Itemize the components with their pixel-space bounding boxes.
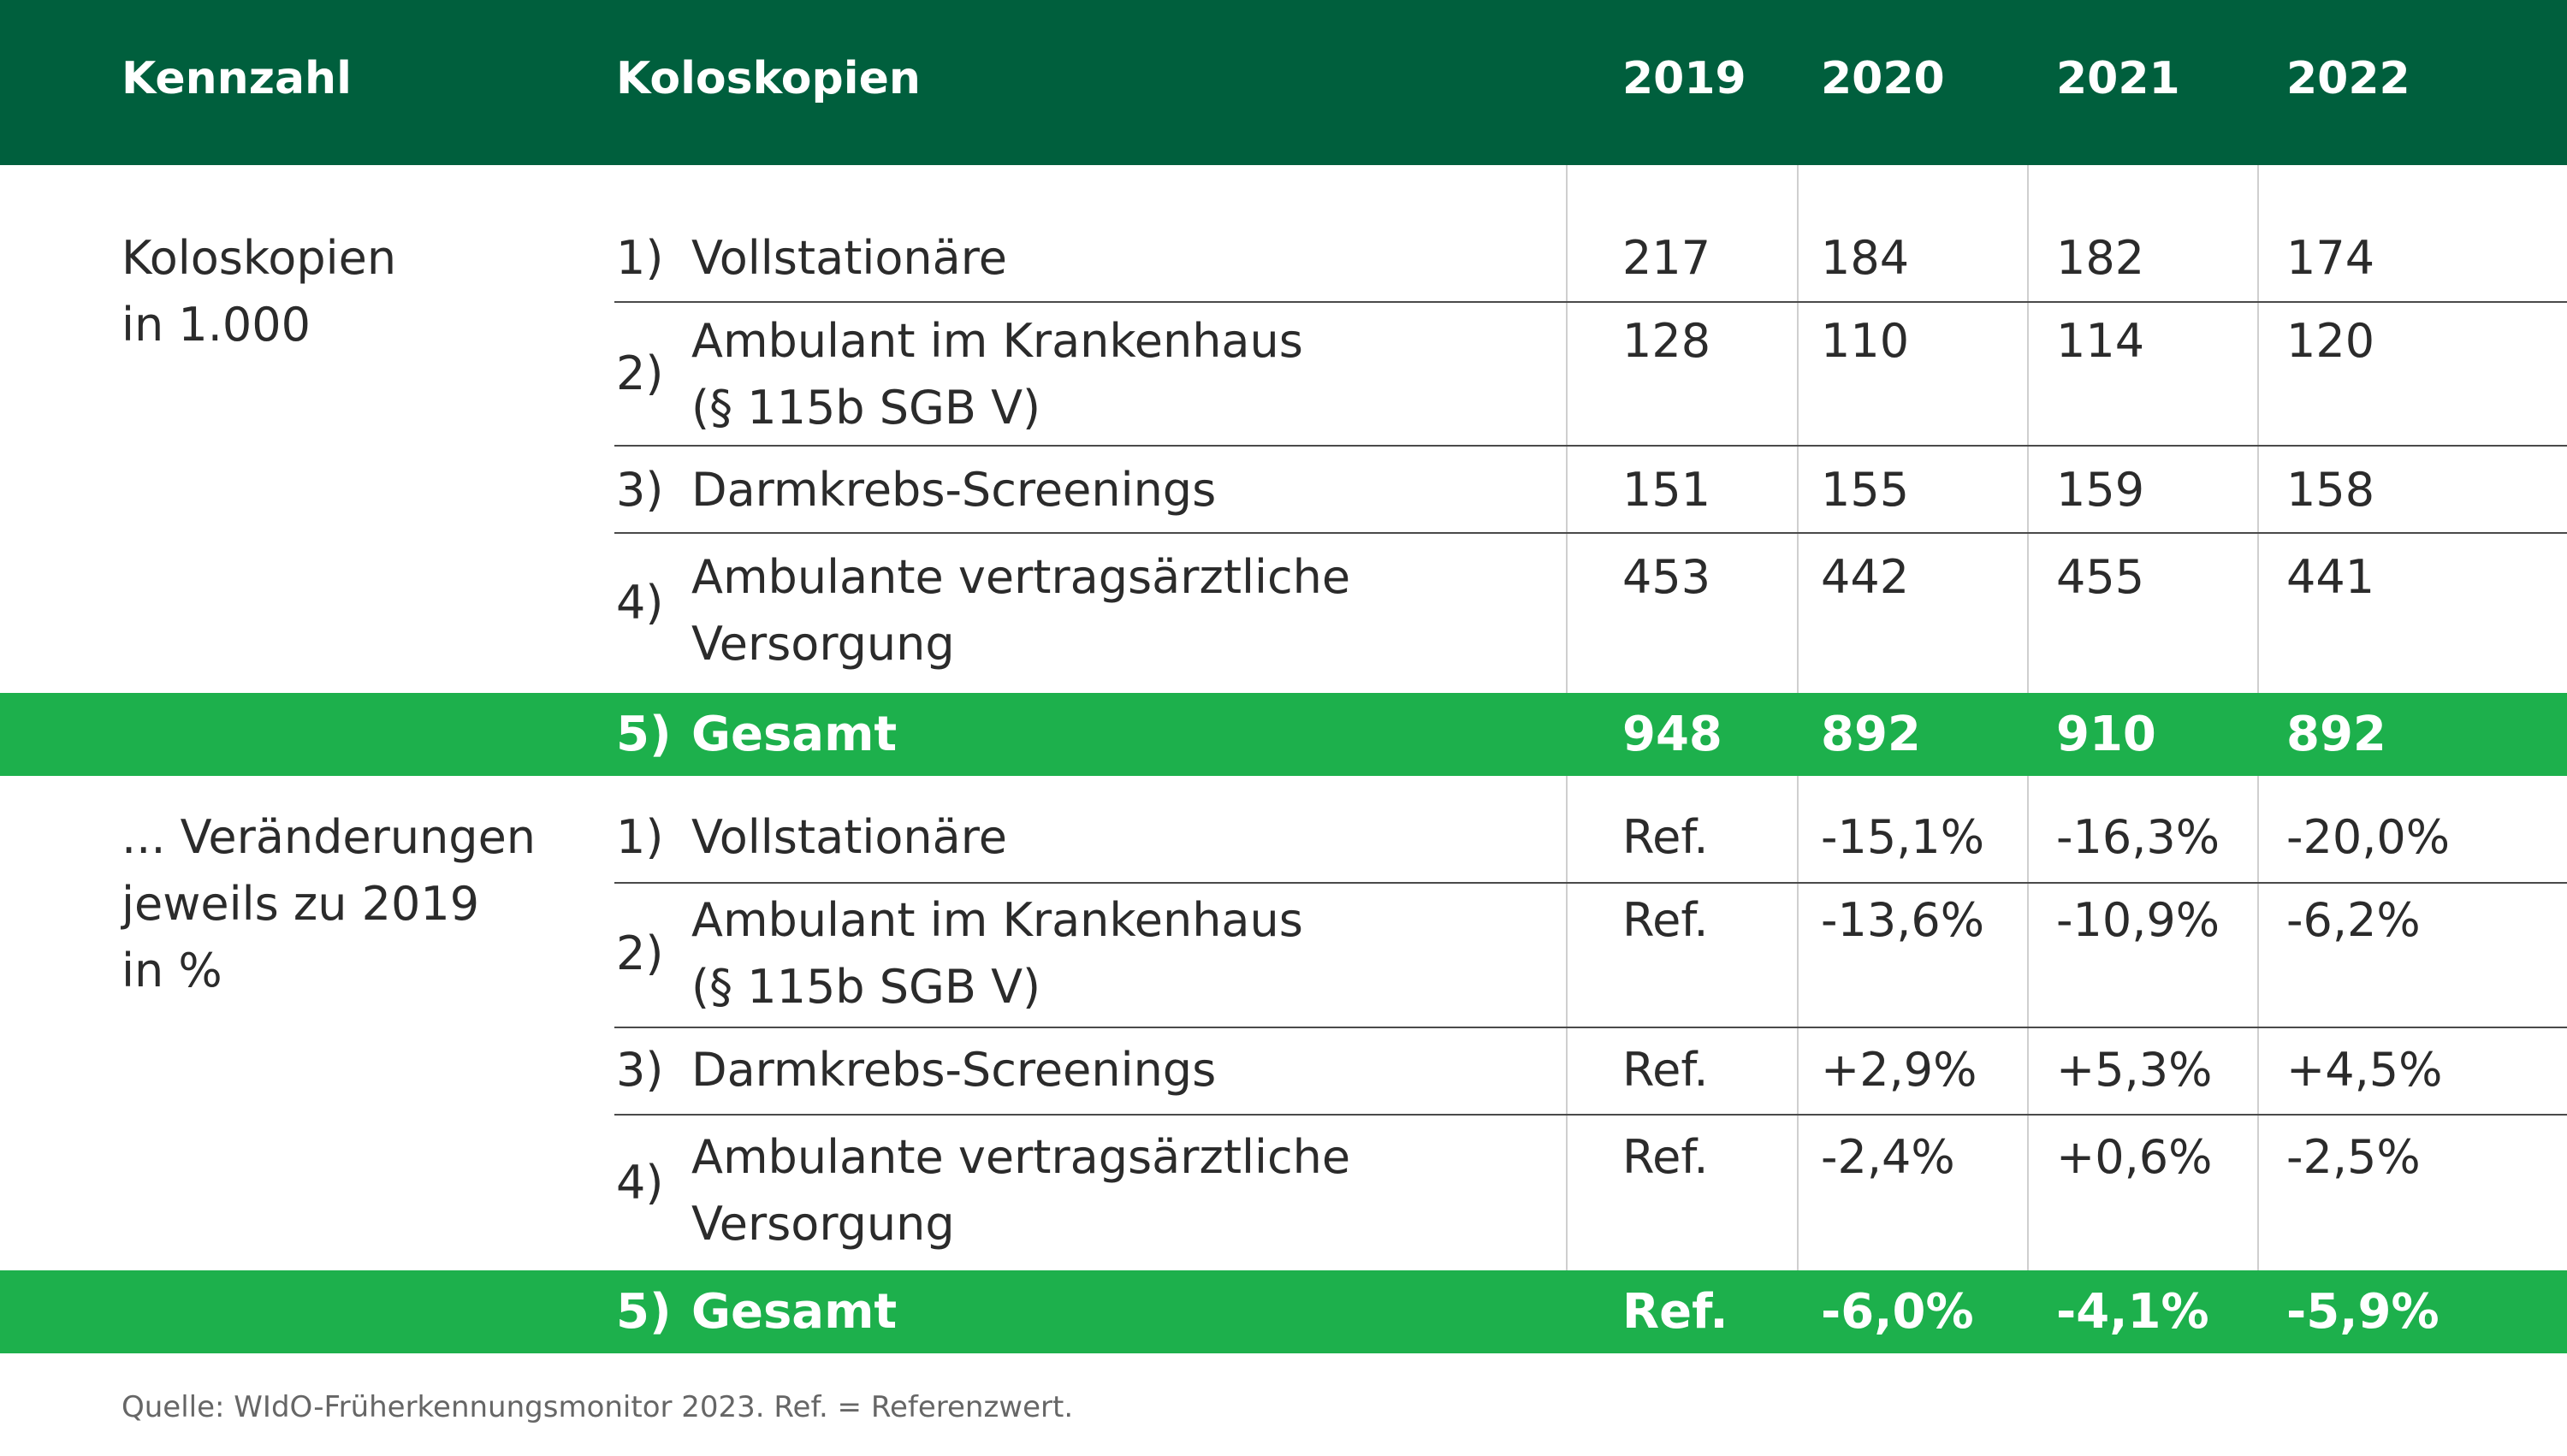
cell-value: 184: [1821, 231, 1910, 285]
cell-value: 182: [2056, 231, 2145, 285]
section2-label-line1: ... Veränderungen: [122, 810, 537, 864]
row-number: 1): [616, 231, 664, 285]
row-label: Ambulante vertragsärztliche: [691, 550, 1351, 604]
row-divider: [614, 1114, 2567, 1116]
cell-value: 128: [1622, 314, 1711, 368]
row-label: Darmkrebs-Screenings: [691, 1043, 1217, 1097]
column-divider: [1566, 776, 1568, 1270]
cell-value: -13,6%: [1821, 893, 1985, 947]
row-number: 2): [616, 346, 664, 400]
column-divider: [1797, 165, 1799, 693]
row-number: 1): [616, 810, 664, 864]
table-header: [0, 0, 2567, 165]
column-divider: [2257, 165, 2259, 693]
cell-value: 110: [1821, 314, 1910, 368]
cell-value: +0,6%: [2056, 1130, 2213, 1184]
cell-value: -2,4%: [1821, 1130, 1955, 1184]
cell-value: 455: [2056, 550, 2145, 604]
cell-value: Ref.: [1622, 1130, 1709, 1184]
row-label: Darmkrebs-Screenings: [691, 463, 1217, 517]
header-year-2020: 2020: [1821, 53, 1945, 104]
row-divider: [614, 445, 2567, 447]
cell-value: 217: [1622, 231, 1711, 285]
total-value: -4,1%: [2056, 1284, 2209, 1340]
row-label: Ambulant im Krankenhaus: [691, 893, 1303, 947]
header-year-2019: 2019: [1622, 53, 1746, 104]
cell-value: 120: [2286, 314, 2375, 368]
column-divider: [2257, 776, 2259, 1270]
total-label: Gesamt: [691, 1284, 898, 1340]
column-divider: [2027, 776, 2029, 1270]
header-kennzahl: Kennzahl: [122, 53, 352, 104]
cell-value: -20,0%: [2286, 810, 2451, 864]
total-label: Gesamt: [691, 707, 898, 762]
row-label-line2: (§ 115b SGB V): [691, 960, 1041, 1014]
section2-label-line2: jeweils zu 2019: [122, 877, 480, 931]
cell-value: 158: [2286, 463, 2375, 517]
cell-value: Ref.: [1622, 893, 1709, 947]
row-label-line2: (§ 115b SGB V): [691, 381, 1041, 435]
section2-label-line3: in %: [122, 944, 222, 997]
row-label: Ambulant im Krankenhaus: [691, 314, 1303, 368]
cell-value: -6,2%: [2286, 893, 2421, 947]
row-divider: [614, 532, 2567, 534]
cell-value: -10,9%: [2056, 893, 2220, 947]
row-number: 4): [616, 576, 664, 630]
cell-value: 441: [2286, 550, 2375, 604]
cell-value: 174: [2286, 231, 2375, 285]
cell-value: +2,9%: [1821, 1043, 1977, 1097]
cell-value: -16,3%: [2056, 810, 2220, 864]
total-value: 948: [1622, 707, 1722, 762]
cell-value: -2,5%: [2286, 1130, 2421, 1184]
column-divider: [1797, 776, 1799, 1270]
total-band: [0, 1270, 2567, 1353]
row-divider: [614, 301, 2567, 303]
header-year-2022: 2022: [2286, 53, 2410, 104]
row-number: 3): [616, 463, 664, 517]
cell-value: 151: [1622, 463, 1711, 517]
source-note: Quelle: WIdO-Früherkennungsmonitor 2023.…: [122, 1390, 1074, 1424]
total-number: 5): [616, 1284, 672, 1340]
column-divider: [2027, 165, 2029, 693]
row-number: 2): [616, 926, 664, 980]
cell-value: 155: [1821, 463, 1910, 517]
total-band: [0, 693, 2567, 776]
total-value: -6,0%: [1821, 1284, 1974, 1340]
total-value: -5,9%: [2286, 1284, 2440, 1340]
row-label: Vollstationäre: [691, 810, 1007, 864]
row-label: Vollstationäre: [691, 231, 1007, 285]
row-number: 4): [616, 1156, 664, 1210]
total-value: 892: [2286, 707, 2386, 762]
row-number: 3): [616, 1043, 664, 1097]
total-value: 892: [1821, 707, 1921, 762]
row-label-line2: Versorgung: [691, 617, 955, 671]
cell-value: Ref.: [1622, 1043, 1709, 1097]
header-koloskopien: Koloskopien: [616, 53, 921, 104]
column-divider: [1566, 165, 1568, 693]
header-year-2021: 2021: [2056, 53, 2180, 104]
total-value: 910: [2056, 707, 2156, 762]
cell-value: -15,1%: [1821, 810, 1985, 864]
cell-value: +4,5%: [2286, 1043, 2443, 1097]
row-label-line2: Versorgung: [691, 1197, 955, 1251]
cell-value: 453: [1622, 550, 1711, 604]
row-divider: [614, 1027, 2567, 1028]
section1-label-line2: in 1.000: [122, 298, 311, 352]
row-label: Ambulante vertragsärztliche: [691, 1130, 1351, 1184]
cell-value: +5,3%: [2056, 1043, 2213, 1097]
cell-value: 159: [2056, 463, 2145, 517]
row-divider: [614, 882, 2567, 884]
total-value: Ref.: [1622, 1284, 1728, 1340]
cell-value: 442: [1821, 550, 1910, 604]
section1-label-line1: Koloskopien: [122, 231, 397, 285]
total-number: 5): [616, 707, 672, 762]
cell-value: 114: [2056, 314, 2145, 368]
cell-value: Ref.: [1622, 810, 1709, 864]
